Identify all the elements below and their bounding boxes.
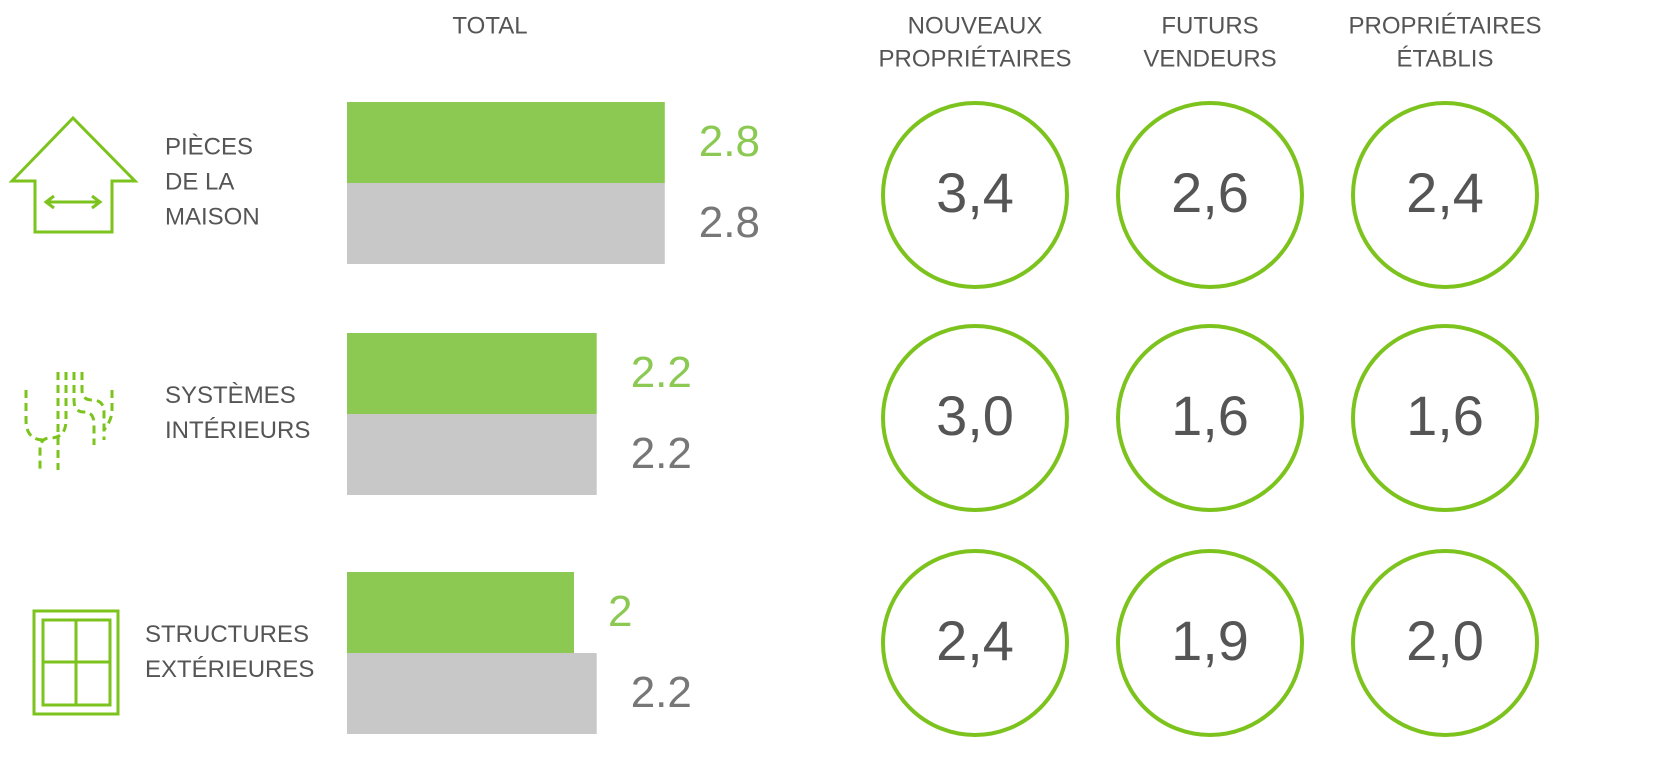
total-header: TOTAL [452,12,527,39]
bar [347,414,597,495]
value-label: 2 [608,587,632,636]
bar [347,183,665,264]
value-circle [1116,101,1304,289]
circle-value: 1,9 [1171,609,1249,672]
column-header: NOUVEAUX [908,12,1043,39]
column-header: VENDEURS [1143,45,1276,72]
category-label: MAISON [165,203,260,230]
category-label: STRUCTURES [145,621,309,648]
circle-value: 2,6 [1171,161,1249,224]
value-circle [1116,324,1304,512]
value-circle [881,324,1069,512]
bar [347,102,665,183]
pipes-icon [24,372,114,470]
value-circle [1351,549,1539,737]
bar [347,653,597,734]
category-label: SYSTÈMES [165,382,296,409]
value-label: 2.8 [699,198,760,247]
value-label: 2.2 [631,668,692,717]
circle-value: 3,0 [936,384,1014,447]
column-header: FUTURS [1161,12,1258,39]
value-circle [881,549,1069,737]
circle-value: 2,4 [936,609,1014,672]
value-label: 2.2 [631,429,692,478]
value-label: 2.8 [699,117,760,166]
circle-value: 1,6 [1171,384,1249,447]
category-label: EXTÉRIEURES [145,656,314,683]
bar [347,333,597,414]
circle-value: 1,6 [1406,384,1484,447]
column-header: PROPRIÉTAIRES [1349,12,1542,39]
column-header: PROPRIÉTAIRES [879,45,1072,72]
circle-value: 3,4 [936,161,1014,224]
value-circle [1351,101,1539,289]
category-label: INTÉRIEURS [165,417,310,444]
value-circle [1116,549,1304,737]
category-label: DE LA [165,168,234,195]
category-label: PIÈCES [165,133,253,160]
value-circle [881,101,1069,289]
column-header: ÉTABLIS [1397,45,1494,72]
circle-value: 2,4 [1406,161,1484,224]
house-icon [8,115,139,234]
bar [347,572,574,653]
value-circle [1351,324,1539,512]
window-icon [32,609,120,716]
value-label: 2.2 [631,348,692,397]
circle-value: 2,0 [1406,609,1484,672]
